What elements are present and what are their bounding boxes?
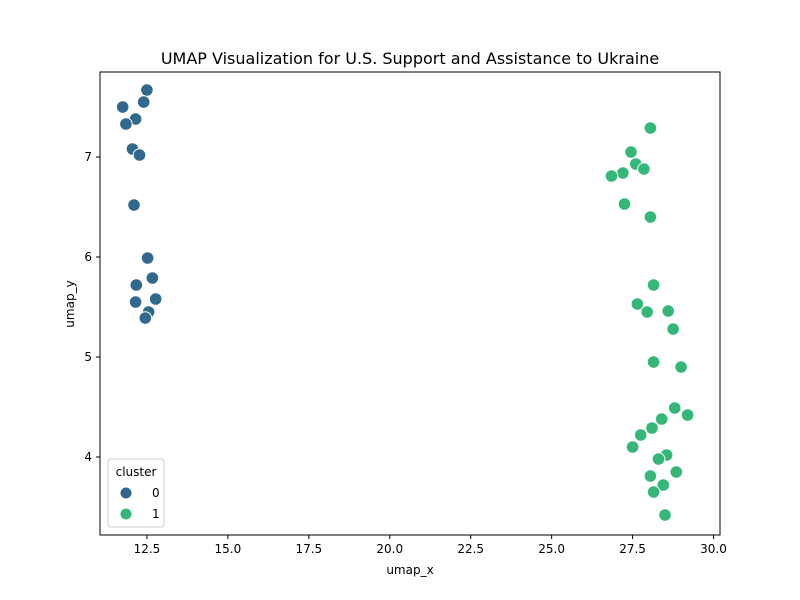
- y-axis-ticks: 4 5 6 7: [84, 150, 100, 464]
- x-axis-label: umap_x: [386, 563, 433, 577]
- point-cluster-1-25: [656, 478, 671, 492]
- point-cluster-1-18: [645, 421, 659, 435]
- point-cluster-1-10: [661, 304, 676, 318]
- point-cluster-1-14: [674, 360, 688, 374]
- point-cluster-0-11: [148, 292, 163, 306]
- point-cluster-1-23: [669, 465, 684, 479]
- y-tick-label: 7: [84, 150, 92, 164]
- point-cluster-1-27: [658, 508, 672, 522]
- x-tick-label: 17.5: [295, 542, 322, 556]
- point-cluster-1-6: [617, 197, 632, 211]
- point-cluster-1-20: [625, 440, 640, 454]
- point-cluster-1-3: [637, 162, 651, 176]
- point-cluster-1-1: [624, 145, 638, 159]
- point-cluster-0-6: [132, 148, 147, 162]
- x-tick-label: 12.5: [134, 542, 161, 556]
- point-cluster-1-11: [640, 305, 655, 319]
- point-cluster-1-5: [604, 169, 619, 183]
- legend-label-cluster-0: 0: [152, 486, 160, 500]
- point-cluster-1-4: [616, 166, 630, 180]
- points-layer: [115, 83, 695, 522]
- point-cluster-1-22: [651, 452, 666, 466]
- point-cluster-1-19: [633, 428, 648, 442]
- y-tick-label: 6: [84, 250, 92, 264]
- point-cluster-1-8: [646, 278, 661, 292]
- x-axis-ticks: 12.5 15.0 17.5 20.0 22.5 25.0 27.5 30.0: [134, 535, 727, 556]
- legend-label-cluster-1: 1: [152, 507, 160, 521]
- x-tick-label: 20.0: [376, 542, 403, 556]
- legend-title: cluster: [116, 465, 157, 479]
- point-cluster-0-8: [140, 251, 155, 265]
- point-cluster-0-9: [145, 271, 160, 285]
- point-cluster-0-4: [119, 117, 133, 131]
- point-cluster-0-2: [115, 100, 130, 114]
- x-tick-label: 15.0: [215, 542, 242, 556]
- legend-marker-cluster-1: [119, 507, 133, 521]
- y-tick-label: 4: [84, 450, 92, 464]
- chart-title: UMAP Visualization for U.S. Support and …: [161, 49, 659, 68]
- point-cluster-0-1: [136, 95, 151, 109]
- point-cluster-1-7: [643, 210, 658, 224]
- point-cluster-1-0: [643, 121, 658, 135]
- point-cluster-1-17: [654, 412, 669, 426]
- point-cluster-1-9: [630, 297, 645, 311]
- point-cluster-1-15: [667, 401, 682, 415]
- point-cluster-0-7: [127, 198, 141, 212]
- point-cluster-1-16: [680, 408, 695, 422]
- y-axis-label: umap_y: [63, 280, 77, 327]
- point-cluster-1-26: [646, 485, 661, 499]
- point-cluster-1-24: [643, 469, 658, 483]
- point-cluster-0-12: [128, 295, 143, 309]
- x-tick-label: 27.5: [619, 542, 646, 556]
- legend: cluster 0 1: [107, 458, 165, 528]
- legend-marker-cluster-0: [119, 486, 133, 500]
- point-cluster-0-14: [138, 311, 153, 325]
- point-cluster-0-10: [129, 278, 144, 292]
- point-cluster-1-12: [666, 322, 680, 336]
- point-cluster-0-0: [140, 83, 154, 97]
- plot-frame: [99, 71, 721, 536]
- x-tick-label: 25.0: [538, 542, 565, 556]
- point-cluster-1-13: [646, 355, 661, 369]
- x-tick-label: 22.5: [457, 542, 484, 556]
- x-tick-label: 30.0: [700, 542, 727, 556]
- y-tick-label: 5: [84, 350, 92, 364]
